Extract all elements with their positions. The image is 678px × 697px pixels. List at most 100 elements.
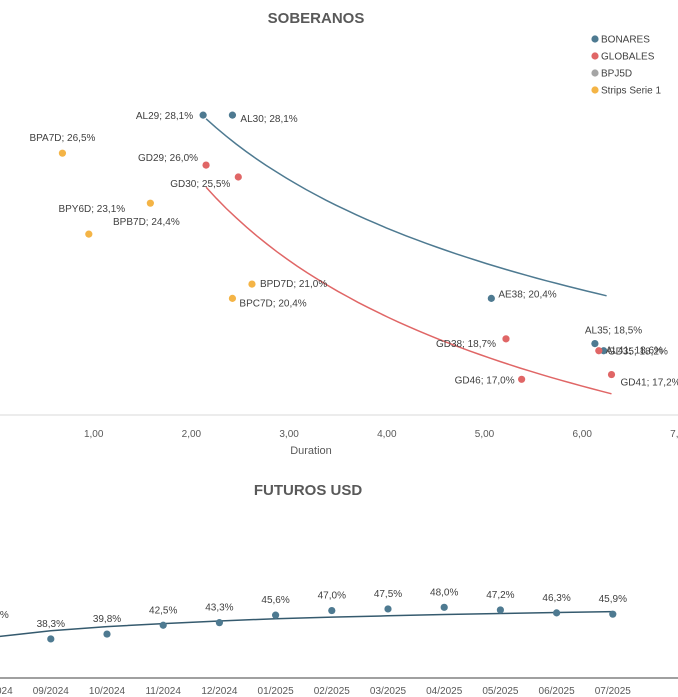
soberanos-trendlines — [205, 118, 612, 395]
futuros-point-label: 47,0% — [318, 591, 346, 602]
futuros-point — [384, 605, 392, 613]
futuros-x-tick: 06/2025 — [539, 686, 576, 697]
point-1-4 — [518, 375, 526, 383]
futuros-point — [440, 603, 448, 611]
futuros-point — [103, 630, 111, 638]
point-1-1 — [234, 173, 242, 181]
point-label: GD38; 18,7% — [436, 339, 496, 350]
futuros-point-label: 45,6% — [261, 595, 289, 606]
point-label: GD29; 26,0% — [138, 153, 198, 164]
futuros-point-label: 46,3% — [542, 593, 570, 604]
soberanos-legend: BONARES GLOBALES BPJ5D Strips Serie 1 — [591, 35, 661, 97]
x-tick-label: 1,00 — [84, 429, 104, 440]
point-label: BPA7D; 26,5% — [29, 133, 95, 144]
soberanos-points — [58, 111, 616, 383]
futuros-points — [47, 603, 617, 643]
point-1-0 — [202, 161, 210, 169]
soberanos-chart: SOBERANOS AL29; 28,1% AL30; 28,1% AE38; 20… — [0, 10, 678, 457]
futuros-point-label: 48,0% — [430, 587, 458, 598]
futuros-point — [159, 621, 167, 629]
point-label: AE38; 20,4% — [498, 289, 556, 300]
futuros-x-tick: 02/2025 — [314, 686, 351, 697]
futuros-x-tick: 10/2024 — [89, 686, 126, 697]
point-3-2 — [146, 199, 154, 207]
soberanos-x-ticks: 01,002,003,004,005,006,007,00 — [84, 429, 678, 440]
futuros-point-label: 45,9% — [599, 594, 627, 605]
trendline-bonares — [205, 118, 607, 297]
point-label: GD30; 25,5% — [170, 179, 230, 190]
futuros-point — [609, 610, 617, 618]
soberanos-x-axis-label: Duration — [290, 445, 332, 457]
trendline-globales — [205, 186, 612, 395]
futuros-x-ticks: 08/2024 09/2024 10/2024 11/2024 12/2024 01/20… — [0, 686, 631, 697]
legend-marker — [591, 52, 599, 60]
futuros-x-tick: 01/2025 — [258, 686, 295, 697]
futuros-point-label: 42,5% — [149, 605, 177, 616]
point-0-1 — [228, 111, 237, 119]
x-tick-label: 4,00 — [377, 429, 397, 440]
futuros-point — [553, 609, 561, 617]
x-tick-label: 6,00 — [572, 429, 592, 440]
point-label: BPC7D; 20,4% — [239, 298, 306, 309]
point-3-0 — [58, 149, 67, 157]
point-label: AL30; 28,1% — [240, 114, 297, 125]
point-label: GD46; 17,0% — [455, 375, 515, 386]
legend-label: GLOBALES — [601, 52, 655, 63]
x-tick-label: 5,00 — [475, 429, 495, 440]
futuros-point — [272, 611, 280, 619]
futuros-point-label: 38,3% — [37, 619, 65, 630]
x-tick-label: 2,00 — [182, 429, 202, 440]
futuros-x-tick: 05/2025 — [482, 686, 519, 697]
futuros-point — [215, 619, 223, 627]
point-1-2 — [502, 335, 510, 343]
point-1-5 — [607, 370, 616, 379]
futuros-usd-chart: FUTUROS USD 41,0% 38,3% 39,8% 42,5% 43,3% 45,… — [0, 482, 678, 697]
futuros-x-tick: 08/2024 — [0, 686, 13, 697]
point-label: AL29; 28,1% — [136, 111, 193, 122]
point-3-4 — [228, 294, 237, 302]
point-1-3 — [595, 347, 603, 355]
futuros-point-labels: 41,0% 38,3% 39,8% 42,5% 43,3% 45,6% 47,0% 47,5%… — [0, 587, 627, 630]
legend-label: Strips Serie 1 — [601, 86, 661, 97]
futuros-x-tick: 11/2024 — [145, 686, 181, 697]
legend-label: BPJ5D — [601, 69, 632, 80]
futuros-usd-title: FUTUROS USD — [254, 482, 363, 499]
soberanos-point-labels: AL29; 28,1% AL30; 28,1% AE38; 20,4% AL35; 1… — [29, 111, 678, 388]
futuros-x-tick: 12/2024 — [201, 686, 238, 697]
futuros-x-tick: 07/2025 — [595, 686, 632, 697]
futuros-trendline — [0, 610, 613, 638]
point-3-1 — [85, 230, 93, 238]
point-0-3 — [591, 340, 599, 348]
futuros-point-label: 47,2% — [486, 590, 514, 601]
point-0-2 — [487, 294, 495, 302]
point-label: BPB7D; 24,4% — [113, 217, 180, 228]
futuros-point — [47, 635, 55, 643]
x-tick-label: 3,00 — [279, 429, 299, 440]
point-label: BPD7D; 21,0% — [260, 279, 327, 290]
futuros-point-label: 43,3% — [205, 603, 233, 614]
futuros-trend-path — [0, 610, 613, 638]
futuros-point-label: 41,0% — [0, 610, 9, 621]
point-label: GD35; 18,2% — [608, 347, 668, 358]
legend-marker — [591, 35, 599, 43]
futuros-point — [328, 606, 336, 615]
futuros-x-tick: 09/2024 — [33, 686, 70, 697]
point-0-0 — [199, 111, 207, 119]
point-label: BPY6D; 23,1% — [58, 204, 125, 215]
legend-marker — [591, 86, 599, 94]
soberanos-title: SOBERANOS — [268, 10, 365, 27]
futuros-point — [496, 606, 504, 614]
point-label: AL35; 18,5% — [585, 326, 642, 337]
futuros-x-tick: 03/2025 — [370, 686, 407, 697]
futuros-x-tick: 04/2025 — [426, 686, 463, 697]
legend-marker — [591, 69, 599, 77]
point-label: AL41; 18,6% — [606, 346, 663, 357]
point-3-3 — [248, 280, 256, 288]
point-label: GD41; 17,2% — [621, 378, 678, 389]
futuros-point-label: 39,8% — [93, 614, 121, 625]
x-tick-label: 7,00 — [670, 429, 678, 440]
legend-label: BONARES — [601, 35, 650, 46]
futuros-point-label: 47,5% — [374, 589, 402, 600]
